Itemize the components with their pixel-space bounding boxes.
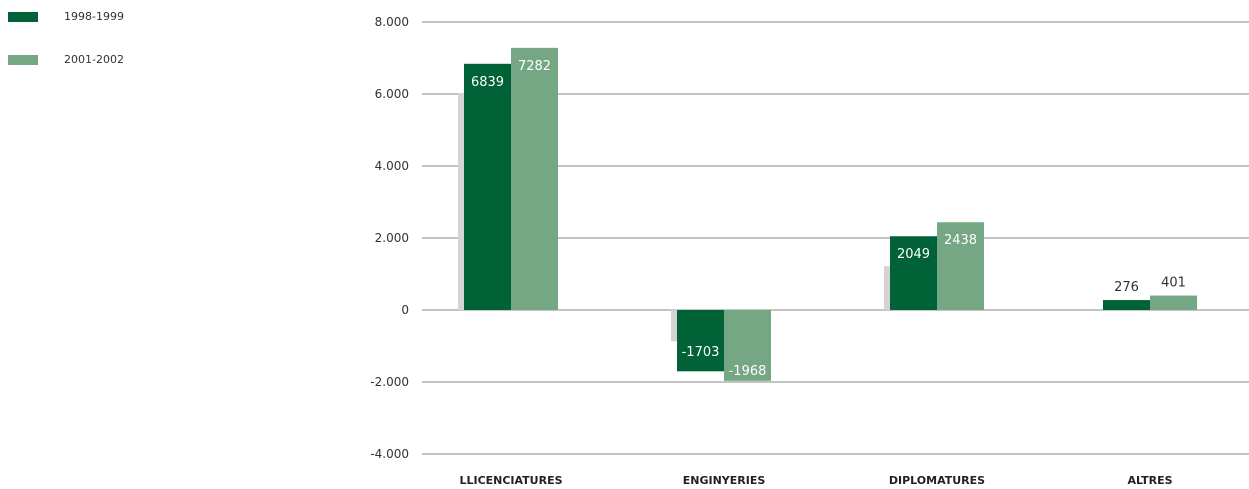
data-label: 7282 [518,59,551,74]
legend-item-2001-2002: 2001-2002 [8,53,208,67]
data-label: 2438 [944,233,977,248]
y-tick-label: 6.000 [375,87,409,101]
category-labels: LLICENCIATURES ENGINYERIES DIPLOMATURES ALT… [459,474,1172,487]
category-label: DIPLOMATURES [889,474,985,487]
data-labels: 6839 7282 -1703 -1968 2049 2438 276 401 [471,59,1186,379]
legend-label: 1998-1999 [64,10,124,23]
y-tick-label: 8.000 [375,15,409,29]
category-label: LLICENCIATURES [459,474,562,487]
y-axis-tick-labels: 8.000 6.000 4.000 2.000 0 -2.000 -4.000 [370,15,409,461]
bar-enginyeries-2001-2002 [724,310,771,381]
legend-item-1998-1999: 1998-1999 [8,10,208,24]
category-label: ENGINYERIES [683,474,766,487]
data-label: -1968 [729,364,767,379]
y-tick-label: -4.000 [370,447,409,461]
bars [458,47,1197,381]
legend-label: 2001-2002 [64,53,124,66]
bar-diplomatures-1998-1999 [890,236,937,310]
bar-llicenciatures-2001-2002 [511,47,558,311]
data-label: 2049 [897,247,930,262]
data-label: 401 [1161,276,1186,291]
category-label: ALTRES [1127,474,1172,487]
data-label: 276 [1114,280,1139,295]
bar-enginyeries-1998-1999 [677,310,724,372]
y-tick-label: 4.000 [375,159,409,173]
y-tick-label: 0 [401,303,409,317]
bar-llicenciatures-1998-1999 [464,63,511,310]
legend-swatch [8,55,38,65]
bar-diplomatures-2001-2002 [937,222,984,310]
data-label: -1703 [682,345,720,360]
data-label: 6839 [471,75,504,90]
legend-swatch [8,12,38,22]
bar-altres-1998-1999 [1103,300,1150,310]
y-tick-label: -2.000 [370,375,409,389]
y-tick-label: 2.000 [375,231,409,245]
bar-altres-2001-2002 [1150,295,1197,310]
